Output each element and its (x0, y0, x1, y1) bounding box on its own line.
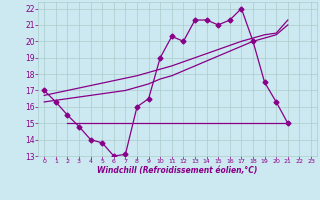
X-axis label: Windchill (Refroidissement éolien,°C): Windchill (Refroidissement éolien,°C) (97, 166, 258, 175)
